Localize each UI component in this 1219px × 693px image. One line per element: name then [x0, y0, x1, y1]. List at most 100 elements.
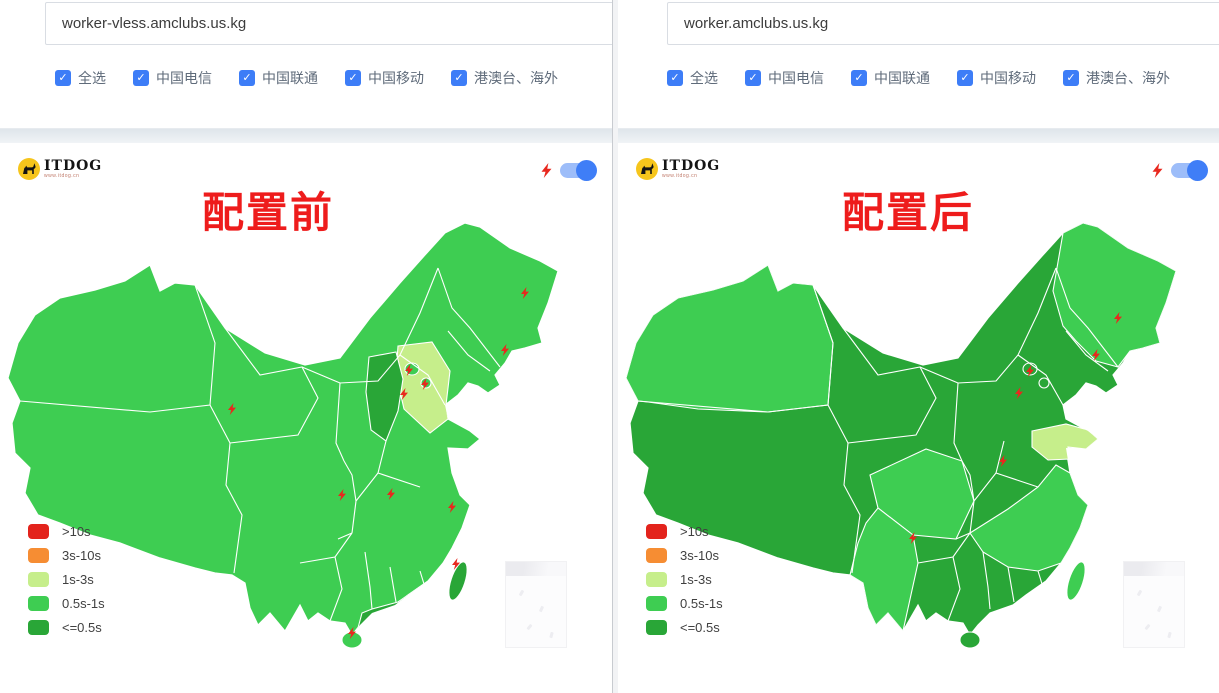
map-card-after: ITDOG www.itdog.cn 配置后 >10s 3s-10s 1s-3s 0.… — [618, 143, 1219, 693]
annotation-before: 配置前 — [201, 189, 334, 236]
province-border — [447, 330, 491, 372]
lightning-icon — [541, 163, 552, 178]
checkbox-label: 中国电信 — [156, 70, 212, 86]
china-latency-map[interactable] — [618, 143, 1219, 693]
checkbox-checked-icon[interactable]: ✓ — [667, 70, 683, 86]
province-border — [969, 500, 975, 534]
map-card-before: ITDOG www.itdog.cn 配置前 >10s 3s-10s 1s-3s 0.… — [0, 143, 612, 693]
test-node-bolt-icon — [1114, 312, 1122, 324]
checkbox-checked-icon[interactable]: ✓ — [1063, 70, 1079, 86]
logo-title: ITDOG — [662, 158, 721, 174]
china-mainland[interactable] — [7, 222, 559, 637]
province-east-belt[interactable] — [969, 464, 1089, 572]
test-node-bolt-icon — [387, 488, 395, 500]
checkbox-全选[interactable]: ✓ 全选 — [55, 68, 106, 88]
section-separator — [618, 128, 1219, 143]
legend-label: 3s-10s — [680, 548, 720, 563]
speed-mode-toggle[interactable] — [1152, 160, 1208, 181]
checkbox-checked-icon[interactable]: ✓ — [957, 70, 973, 86]
legend-item: 0.5s-1s — [646, 596, 723, 611]
province-border — [1007, 566, 1015, 603]
test-node-bolt-icon — [452, 558, 460, 570]
speed-mode-toggle[interactable] — [541, 160, 597, 181]
checkbox-中国移动[interactable]: ✓ 中国移动 — [957, 68, 1036, 88]
checkbox-label: 中国联通 — [262, 70, 318, 86]
test-node-bolt-icon — [501, 344, 509, 356]
url-input[interactable] — [45, 2, 612, 45]
panel-divider — [612, 0, 618, 693]
checkbox-港澳台、海外[interactable]: ✓ 港澳台、海外 — [451, 68, 558, 88]
toggle-track[interactable] — [560, 160, 597, 181]
province-border — [389, 566, 397, 603]
province-border — [961, 460, 975, 502]
checkbox-中国移动[interactable]: ✓ 中国移动 — [345, 68, 424, 88]
checkbox-中国联通[interactable]: ✓ 中国联通 — [239, 68, 318, 88]
legend-item: >10s — [28, 524, 105, 539]
china-latency-map[interactable] — [0, 143, 610, 693]
legend-label: 0.5s-1s — [62, 596, 105, 611]
checkbox-中国联通[interactable]: ✓ 中国联通 — [851, 68, 930, 88]
province-border — [953, 382, 963, 462]
province-border — [842, 327, 937, 444]
checkbox-checked-icon[interactable]: ✓ — [745, 70, 761, 86]
island-hainan[interactable] — [959, 631, 981, 649]
legend-swatch — [646, 524, 667, 539]
legend-swatch — [28, 596, 49, 611]
checkbox-中国电信[interactable]: ✓ 中国电信 — [133, 68, 212, 88]
south-china-sea-inset — [505, 561, 567, 648]
legend-item: 3s-10s — [646, 548, 723, 563]
province-shandong[interactable] — [1031, 423, 1099, 461]
isp-checkbox-row: ✓ 全选 ✓ 中国电信 ✓ 中国联通 ✓ 中国移动 ✓ 港澳台、海外 — [55, 68, 558, 88]
legend-label: >10s — [680, 524, 709, 539]
test-node-bolt-icon — [1015, 387, 1023, 399]
checkbox-中国电信[interactable]: ✓ 中国电信 — [745, 68, 824, 88]
checkbox-label: 港澳台、海外 — [474, 70, 558, 86]
legend-label: 1s-3s — [680, 572, 712, 587]
province-border — [827, 404, 861, 574]
province-tianjin[interactable] — [1038, 377, 1050, 389]
legend-swatch — [646, 548, 667, 563]
checkbox-港澳台、海外[interactable]: ✓ 港澳台、海外 — [1063, 68, 1170, 88]
toggle-knob[interactable] — [1187, 160, 1208, 181]
legend-swatch — [28, 572, 49, 587]
province-heilongjiang[interactable] — [1052, 223, 1176, 368]
test-node-bolt-icon — [421, 378, 429, 390]
province-border — [982, 551, 991, 610]
legend-label: >10s — [62, 524, 91, 539]
province-shanxi[interactable] — [365, 351, 404, 442]
itdog-dog-icon — [18, 158, 40, 180]
checkbox-checked-icon[interactable]: ✓ — [133, 70, 149, 86]
checkbox-label: 港澳台、海外 — [1086, 70, 1170, 86]
toggle-knob[interactable] — [576, 160, 597, 181]
checkbox-全选[interactable]: ✓ 全选 — [667, 68, 718, 88]
checkbox-label: 中国电信 — [768, 70, 824, 86]
legend-label: 0.5s-1s — [680, 596, 723, 611]
test-node-bolt-icon — [338, 489, 346, 501]
province-border — [351, 500, 357, 534]
province-border — [337, 532, 353, 540]
legend-item: 3s-10s — [28, 548, 105, 563]
checkbox-checked-icon[interactable]: ✓ — [345, 70, 361, 86]
island-taiwan[interactable] — [1063, 560, 1089, 602]
island-taiwan[interactable] — [445, 560, 471, 602]
province-border — [437, 267, 501, 368]
test-node-bolt-icon — [1026, 365, 1034, 377]
legend-label: <=0.5s — [680, 620, 720, 635]
legend-item: 1s-3s — [28, 572, 105, 587]
legend-swatch — [646, 572, 667, 587]
checkbox-checked-icon[interactable]: ✓ — [55, 70, 71, 86]
province-border — [1037, 570, 1043, 585]
url-input[interactable] — [667, 2, 1219, 45]
checkbox-checked-icon[interactable]: ✓ — [239, 70, 255, 86]
province-yunnan[interactable] — [849, 507, 919, 633]
toggle-track[interactable] — [1171, 160, 1208, 181]
legend-item: >10s — [646, 524, 723, 539]
logo-title: ITDOG — [44, 158, 103, 174]
province-border — [399, 354, 446, 406]
checkbox-checked-icon[interactable]: ✓ — [851, 70, 867, 86]
checkbox-checked-icon[interactable]: ✓ — [451, 70, 467, 86]
legend-swatch — [28, 548, 49, 563]
province-xinjiang[interactable] — [626, 264, 834, 413]
checkbox-label: 全选 — [690, 70, 718, 86]
